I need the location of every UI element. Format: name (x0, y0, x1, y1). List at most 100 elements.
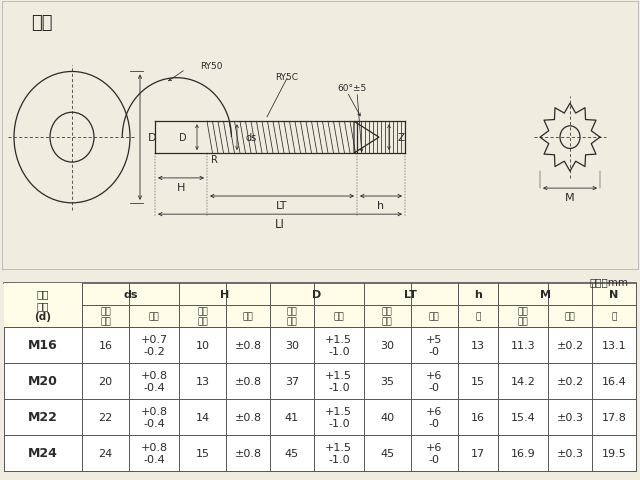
Text: 公差: 公差 (333, 312, 344, 321)
Text: M: M (540, 289, 551, 299)
Text: N: N (609, 289, 619, 299)
Bar (592, 283, 636, 305)
Bar (4, 327, 636, 363)
Text: 30: 30 (285, 340, 299, 350)
Text: RY50: RY50 (200, 62, 223, 71)
Bar (4, 399, 636, 435)
Text: LT: LT (276, 201, 288, 211)
Text: RY5C: RY5C (275, 72, 298, 81)
Text: 單位：mm: 單位：mm (589, 276, 628, 286)
Text: 基準
尺度: 基準 尺度 (382, 306, 393, 326)
Text: M20: M20 (28, 374, 58, 387)
Bar (179, 305, 270, 327)
Text: 24: 24 (99, 448, 113, 458)
Text: h: h (378, 201, 385, 211)
Text: 16: 16 (471, 412, 485, 422)
Text: ±0.8: ±0.8 (234, 376, 262, 386)
Text: 13.1: 13.1 (602, 340, 627, 350)
Text: M22: M22 (28, 410, 58, 423)
Text: D: D (148, 133, 157, 143)
Text: 17: 17 (471, 448, 485, 458)
Text: M: M (565, 193, 575, 203)
Text: ±0.3: ±0.3 (557, 448, 584, 458)
Text: 16: 16 (99, 340, 113, 350)
Bar (499, 283, 592, 305)
Bar (4, 435, 636, 471)
Bar (179, 283, 270, 305)
Text: 11.3: 11.3 (511, 340, 536, 350)
Text: 16.4: 16.4 (602, 376, 627, 386)
Text: 37: 37 (285, 376, 299, 386)
Text: 22: 22 (99, 412, 113, 422)
Text: 16.9: 16.9 (511, 448, 536, 458)
Text: 基準
尺度: 基準 尺度 (100, 306, 111, 326)
Text: +6
-0: +6 -0 (426, 406, 442, 428)
Text: ±0.2: ±0.2 (557, 376, 584, 386)
Bar (364, 305, 458, 327)
Text: 17.8: 17.8 (602, 412, 627, 422)
Bar (458, 305, 499, 327)
Text: LT: LT (404, 289, 417, 299)
Text: 15: 15 (471, 376, 485, 386)
Bar (270, 305, 364, 327)
Text: h: h (474, 289, 482, 299)
Text: +1.5
-1.0: +1.5 -1.0 (325, 335, 352, 356)
Text: 45: 45 (380, 448, 394, 458)
Bar (82, 305, 179, 327)
Text: 基準
尺度: 基準 尺度 (287, 306, 297, 326)
Text: 15: 15 (196, 448, 210, 458)
Text: 14.2: 14.2 (511, 376, 536, 386)
Text: 13: 13 (471, 340, 485, 350)
Text: 40: 40 (380, 412, 394, 422)
Text: 13: 13 (196, 376, 210, 386)
Bar (592, 305, 636, 327)
Text: ±0.2: ±0.2 (557, 340, 584, 350)
Text: +0.8
-0.4: +0.8 -0.4 (141, 370, 168, 392)
Text: ±0.8: ±0.8 (234, 448, 262, 458)
Text: +0.7
-0.2: +0.7 -0.2 (141, 335, 168, 356)
Bar (4, 363, 636, 399)
Text: 公差: 公差 (565, 312, 575, 321)
Text: 14: 14 (196, 412, 210, 422)
Bar (4, 283, 82, 305)
Text: M24: M24 (28, 446, 58, 459)
Text: ds: ds (245, 133, 256, 143)
Text: 基準
尺度: 基準 尺度 (518, 306, 529, 326)
Bar (4, 283, 82, 327)
Bar (82, 283, 179, 305)
Text: +0.8
-0.4: +0.8 -0.4 (141, 442, 168, 464)
Text: 約: 約 (476, 312, 481, 321)
Text: 35: 35 (380, 376, 394, 386)
Text: 45: 45 (285, 448, 299, 458)
Text: 30: 30 (380, 340, 394, 350)
Text: +6
-0: +6 -0 (426, 370, 442, 392)
Text: 標稱
直徑
(d): 標稱 直徑 (d) (35, 288, 52, 322)
Text: 10: 10 (196, 340, 210, 350)
Text: +6
-0: +6 -0 (426, 442, 442, 464)
Text: ±0.3: ±0.3 (557, 412, 584, 422)
Text: R: R (211, 155, 218, 164)
Text: 20: 20 (99, 376, 113, 386)
Bar (270, 283, 364, 305)
Text: +1.5
-1.0: +1.5 -1.0 (325, 370, 352, 392)
Text: +1.5
-1.0: +1.5 -1.0 (325, 406, 352, 428)
Text: 約: 約 (611, 312, 617, 321)
Text: +0.8
-0.4: +0.8 -0.4 (141, 406, 168, 428)
Text: ±0.8: ±0.8 (234, 412, 262, 422)
Bar (458, 283, 499, 305)
Text: 公差: 公差 (149, 312, 159, 321)
Text: D: D (179, 133, 187, 143)
Text: 60°±5: 60°±5 (337, 84, 367, 93)
Text: H: H (177, 182, 185, 192)
Text: D: D (312, 289, 321, 299)
Text: 19.5: 19.5 (602, 448, 627, 458)
Text: Z: Z (397, 133, 404, 143)
Text: +1.5
-1.0: +1.5 -1.0 (325, 442, 352, 464)
Text: 公差: 公差 (429, 312, 440, 321)
Text: M16: M16 (28, 339, 58, 352)
Text: ds: ds (124, 289, 138, 299)
Bar (499, 305, 592, 327)
Text: 螺栓: 螺栓 (31, 13, 52, 32)
Text: LI: LI (275, 217, 285, 230)
Text: +5
-0: +5 -0 (426, 335, 442, 356)
